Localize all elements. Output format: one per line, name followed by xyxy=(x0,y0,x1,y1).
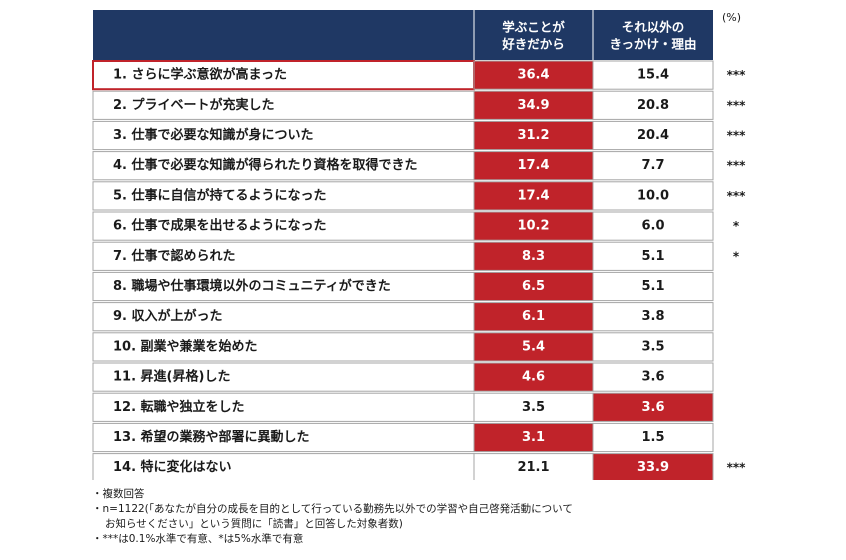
value-label: 3.1 xyxy=(522,430,545,445)
value-cell xyxy=(592,332,714,362)
row-label: 13. 希望の業務や部署に異動した xyxy=(113,429,310,445)
value-cell-highlight xyxy=(473,241,594,271)
row-label-cell xyxy=(92,453,475,480)
value-cell xyxy=(592,181,714,211)
row-label: 9. 収入が上がった xyxy=(113,308,223,324)
value-label: 3.5 xyxy=(641,339,664,354)
value-label: 3.5 xyxy=(522,400,545,415)
row-label-cell xyxy=(92,90,475,120)
value-label: 6.0 xyxy=(641,219,664,234)
value-label: 17.4 xyxy=(517,188,549,203)
value-cell xyxy=(592,90,714,120)
row-label-cell xyxy=(92,271,475,302)
row-label: 3. 仕事で必要な知識が身についた xyxy=(113,127,314,143)
column-header-1: 好きだから xyxy=(501,37,565,52)
value-label: 4.6 xyxy=(522,370,545,385)
significance-mark: *** xyxy=(727,68,747,82)
value-label: 15.4 xyxy=(637,68,669,83)
significance-mark: *** xyxy=(727,189,747,203)
row-label: 12. 転職や独立をした xyxy=(113,399,245,415)
value-cell-highlight xyxy=(473,181,594,211)
value-cell xyxy=(592,271,714,302)
row-label: 8. 職場や仕事環境以外のコミュニティができた xyxy=(113,278,391,294)
footnotes: ・複数回答 ・n=1122(「あなたが自分の成長を目的として行っている勤務先以外… xyxy=(92,487,573,547)
value-label: 10.2 xyxy=(517,219,549,234)
significance-mark: *** xyxy=(727,461,747,475)
value-cell xyxy=(592,120,714,151)
value-cell-highlight xyxy=(592,392,714,422)
row-label: 14. 特に変化はない xyxy=(113,459,232,475)
value-cell xyxy=(473,453,594,480)
value-cell xyxy=(473,392,594,422)
row-label-cell xyxy=(92,362,475,392)
row-label: 2. プライベートが充実した xyxy=(113,97,275,113)
row-label-cell xyxy=(92,151,475,181)
column-header-1: 学ぶことが xyxy=(502,20,565,35)
footnote-multiple-answers: ・複数回答 xyxy=(92,488,145,500)
value-label: 3.6 xyxy=(641,370,664,385)
column-header-2: きっかけ・理由 xyxy=(609,37,696,52)
value-cell-highlight xyxy=(473,362,594,392)
value-label: 1.5 xyxy=(641,430,664,445)
value-label: 6.5 xyxy=(522,279,545,294)
value-cell-highlight xyxy=(473,120,594,151)
value-label: 5.1 xyxy=(641,279,664,294)
value-cell-highlight xyxy=(473,211,594,241)
value-label: 33.9 xyxy=(637,460,669,475)
row-label-cell xyxy=(92,211,475,241)
value-label: 34.9 xyxy=(517,98,549,113)
value-label: 20.4 xyxy=(637,128,669,143)
significance-mark: *** xyxy=(727,129,747,143)
value-cell xyxy=(592,422,714,453)
row-label: 11. 昇進(昇格)した xyxy=(113,369,230,385)
significance-mark: *** xyxy=(727,98,747,112)
row-label-cell xyxy=(92,120,475,151)
value-label: 3.8 xyxy=(641,309,664,324)
value-cell xyxy=(592,302,714,332)
footnote-significance: ・***は0.1%水準で有意、*は5%水準で有意 xyxy=(92,533,304,545)
footnote-sample-size: ・n=1122(「あなたが自分の成長を目的として行っている勤務先以外での学習や自… xyxy=(92,503,573,515)
value-label: 8.3 xyxy=(522,249,545,264)
unit-label: (%) xyxy=(722,11,742,24)
significance-mark: *** xyxy=(727,159,747,173)
value-cell xyxy=(592,151,714,181)
value-cell xyxy=(592,60,714,90)
value-label: 17.4 xyxy=(517,158,549,173)
value-cell-highlight xyxy=(592,453,714,480)
value-label: 7.7 xyxy=(641,158,664,173)
value-label: 6.1 xyxy=(522,309,545,324)
value-label: 10.0 xyxy=(637,188,669,203)
value-label: 5.4 xyxy=(522,339,545,354)
value-cell xyxy=(592,211,714,241)
value-label: 5.1 xyxy=(641,249,664,264)
value-label: 3.6 xyxy=(641,400,664,415)
value-label: 20.8 xyxy=(637,98,669,113)
significance-mark: * xyxy=(733,249,740,263)
row-label: 6. 仕事で成果を出せるようになった xyxy=(113,218,327,234)
value-cell-highlight xyxy=(473,151,594,181)
row-label: 1. さらに学ぶ意欲が高まった xyxy=(113,67,287,83)
value-cell xyxy=(592,362,714,392)
row-label: 7. 仕事で認められた xyxy=(113,248,236,264)
footnote-sample-size-cont: お知らせください」という質問に「読書」と回答した対象者数) xyxy=(105,518,403,530)
row-label: 4. 仕事で必要な知識が得られたり資格を取得できた xyxy=(113,157,418,173)
row-label: 10. 副業や兼業を始めた xyxy=(113,338,258,354)
value-cell xyxy=(592,241,714,271)
column-header-2: それ以外の xyxy=(622,20,685,35)
significance-mark: * xyxy=(733,219,740,233)
row-label: 5. 仕事に自信が持てるようになった xyxy=(113,187,327,203)
value-cell-highlight xyxy=(473,302,594,332)
header-bg xyxy=(93,10,713,60)
value-label: 36.4 xyxy=(517,68,549,83)
value-cell-highlight xyxy=(473,60,594,90)
value-cell-highlight xyxy=(473,422,594,453)
value-label: 21.1 xyxy=(517,460,549,475)
value-cell-highlight xyxy=(473,271,594,302)
value-label: 31.2 xyxy=(517,128,549,143)
